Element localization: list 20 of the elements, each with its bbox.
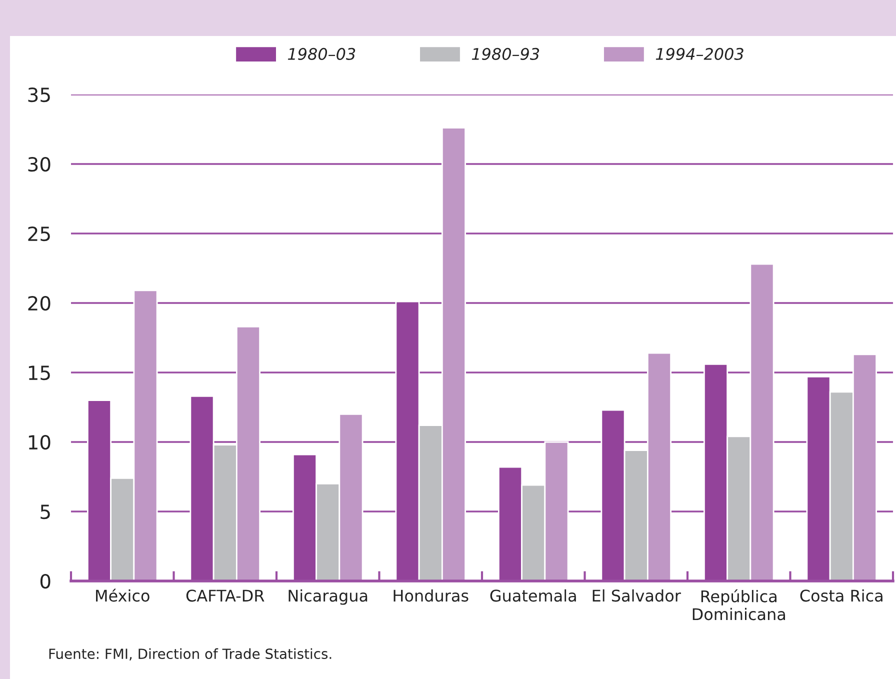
x-tick-label: CAFTA-DR [186,590,264,602]
legend-label: 1994–2003 [656,48,744,60]
y-tick-label: 0 [40,574,50,589]
x-tick-label: Guatemala [490,589,576,602]
legend-label: 1980–93 [472,48,540,60]
x-tick-label: República Dominicana [692,589,785,620]
legend-label: 1980–03 [288,48,356,60]
y-tick-label: 25 [28,226,50,242]
y-tick-label: 10 [28,434,50,450]
x-tick-label: Nicaragua [288,589,368,605]
x-tick-label: México [96,588,150,602]
x-tick-label: Costa Rica [800,589,882,602]
x-tick-label: Honduras [394,589,468,602]
y-tick-label: 15 [28,366,50,380]
source-note: Fuente: FMI, Direction of Trade Statistics. [49,648,332,660]
x-tick-label: El Salvador [592,589,681,602]
y-tick-label: 30 [28,156,50,172]
y-tick-label: 5 [40,504,50,520]
y-tick-label: 20 [28,296,50,311]
y-tick-label: 35 [28,87,50,102]
